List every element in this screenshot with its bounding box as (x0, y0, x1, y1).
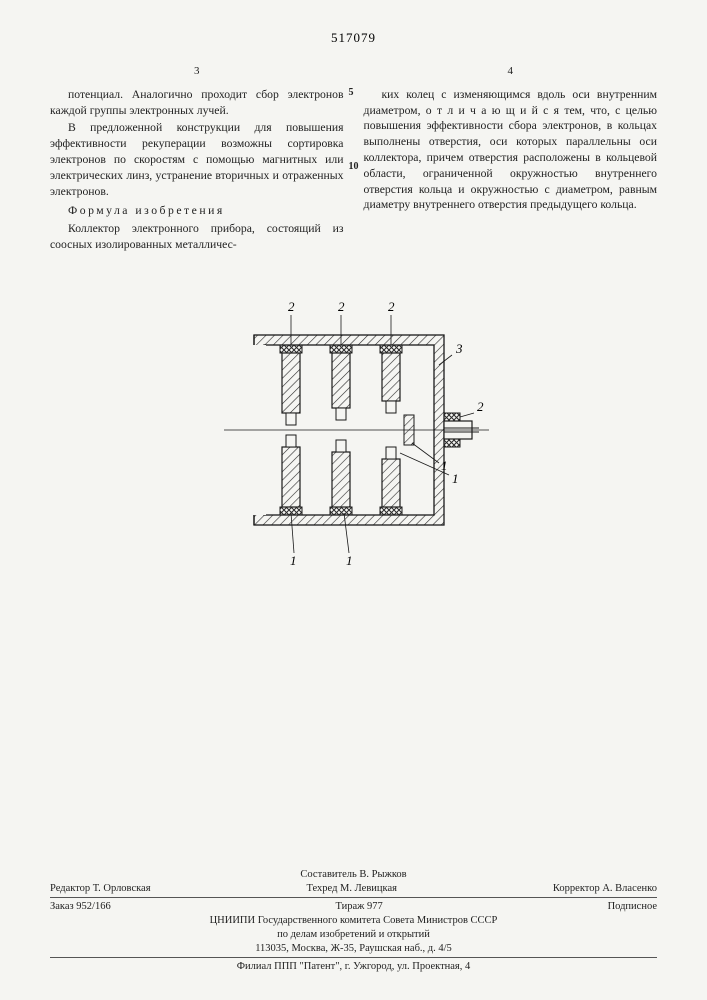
footer: Составитель В. Рыжков Редактор Т. Орловс… (50, 869, 657, 972)
right-col-number: 4 (364, 64, 658, 79)
footer-rule-2 (50, 957, 657, 958)
left-p2: В предложенной конструкции для повышения… (50, 120, 344, 199)
collector-diagram: 2 2 2 3 2 1 1 1 1 (204, 295, 504, 575)
linemark-10: 10 (349, 160, 359, 174)
line-markers: 5 10 (349, 86, 359, 173)
page: 517079 5 10 3 потенциал. Аналогично прох… (0, 0, 707, 1000)
body-columns: 5 10 3 потенциал. Аналогично проходит сб… (50, 64, 657, 255)
editor: Редактор Т. Орловская (50, 883, 151, 894)
left-p3: Коллектор электронного прибора, состоящи… (50, 221, 344, 253)
techred: Техред М. Левицкая (307, 883, 397, 894)
left-column: 3 потенциал. Аналогично проходит сбор эл… (50, 64, 344, 255)
right-p1: ких колец с изменяющимся вдоль оси внутр… (364, 87, 658, 213)
label-2d: 2 (477, 399, 484, 414)
signed: Подписное (608, 901, 657, 912)
corrector: Корректор А. Власенко (553, 883, 657, 894)
formula-title: Формула изобретения (50, 203, 344, 219)
order: Заказ 952/166 (50, 901, 111, 912)
left-col-number: 3 (50, 64, 344, 79)
label-1d: 1 (452, 471, 459, 486)
org1: ЦНИИПИ Государственного комитета Совета … (50, 915, 657, 926)
address: 113035, Москва, Ж-35, Раушская наб., д. … (50, 943, 657, 954)
branch: Филиал ППП "Патент", г. Ужгород, ул. Про… (50, 961, 657, 972)
org2: по делам изобретений и открытий (50, 929, 657, 940)
left-p1: потенциал. Аналогично проходит сбор элек… (50, 87, 344, 119)
right-column: 4 ких колец с изменяющимся вдоль оси вну… (364, 64, 658, 255)
compiler: Составитель В. Рыжков (50, 869, 657, 880)
label-1b: 1 (346, 553, 353, 568)
linemark-5: 5 (349, 86, 359, 100)
label-3: 3 (455, 341, 463, 356)
label-2a: 2 (288, 299, 295, 314)
diagram-container: 2 2 2 3 2 1 1 1 1 (50, 295, 657, 575)
footer-rule-1 (50, 897, 657, 898)
label-2c: 2 (388, 299, 395, 314)
label-1a: 1 (290, 553, 297, 568)
label-2b: 2 (338, 299, 345, 314)
patent-number: 517079 (50, 30, 657, 46)
tirage: Тираж 977 (335, 901, 382, 912)
label-1c: 1 (441, 458, 448, 473)
